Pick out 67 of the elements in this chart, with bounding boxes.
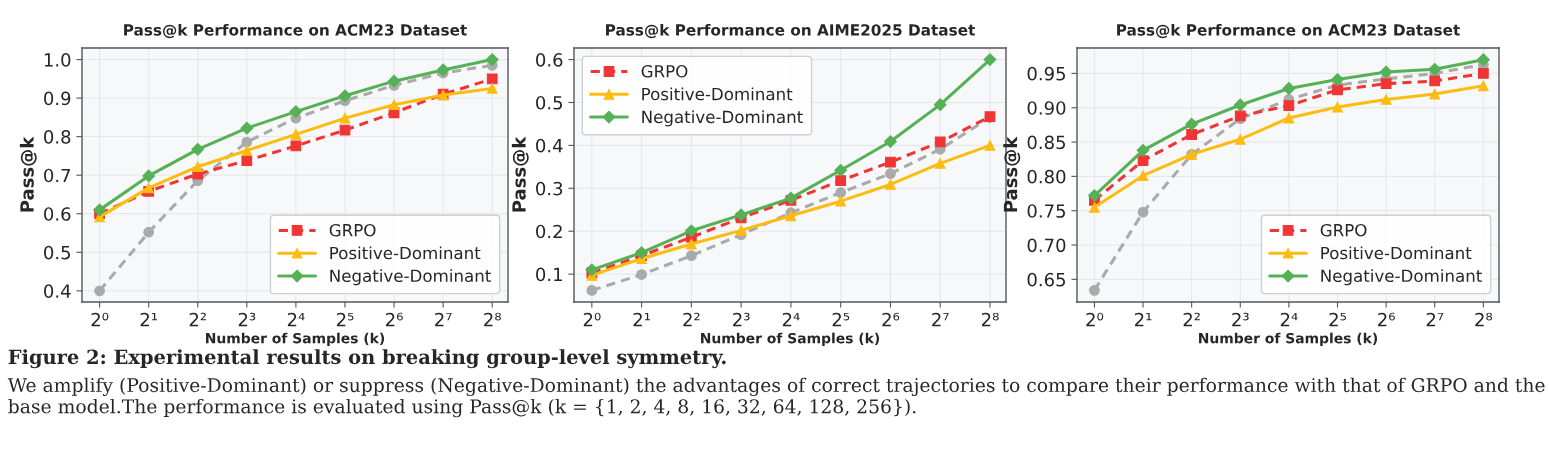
chart-title: Pass@k Performance on ACM23 Dataset: [1117, 23, 1460, 39]
legend-label: GRPO: [329, 223, 376, 237]
x-tick-label: 2⁰: [583, 312, 601, 327]
x-tick-label: 2⁸: [981, 312, 999, 327]
y-tick-label: 0.65: [1027, 272, 1066, 287]
x-tick-label: 2¹: [140, 312, 158, 327]
x-tick-label: 2⁵: [1329, 312, 1346, 327]
y-tick-label: 0.6: [536, 53, 563, 67]
x-tick-label: 2³: [238, 312, 256, 327]
legend-label: Negative-Dominant: [642, 110, 803, 127]
x-tick-label: 2⁴: [1280, 312, 1298, 327]
legend-label: Positive-Dominant: [1321, 246, 1472, 260]
y-tick-label: 0.9: [44, 91, 71, 106]
y-tick-label: 0.90: [1027, 101, 1066, 115]
y-tick-label: 0.8: [44, 130, 71, 144]
legend-label: GRPO: [1320, 223, 1367, 237]
legend-label: Positive-Dominant: [642, 87, 793, 101]
x-tick-label: 2⁷: [1426, 312, 1444, 327]
x-tick-label: 2⁵: [832, 312, 850, 327]
y-tick-label: 0.7: [44, 168, 71, 183]
x-axis-title: Number of Samples (k): [206, 332, 385, 347]
x-tick-label: 2⁸: [1475, 312, 1493, 327]
x-tick-label: 2²: [683, 312, 700, 327]
legend-label: Positive-Dominant: [330, 246, 481, 260]
x-tick-label: 2⁸: [484, 312, 501, 327]
y-tick-label: 0.95: [1027, 66, 1066, 81]
y-axis-title: Pass@k: [19, 136, 37, 212]
y-tick-label: 0.4: [536, 138, 563, 153]
x-tick-label: 2³: [1232, 312, 1249, 327]
y-tick-label: 0.3: [536, 181, 563, 196]
x-tick-label: 2¹: [1135, 312, 1152, 327]
x-axis-title: Number of Samples (k): [1199, 332, 1378, 347]
x-tick-label: 2⁴: [782, 312, 800, 327]
y-tick-label: 0.5: [44, 245, 71, 260]
y-tick-label: 0.1: [536, 267, 562, 282]
y-tick-label: 0.75: [1027, 204, 1066, 218]
chart-title: Pass@k Performance on ACM23 Dataset: [124, 23, 467, 39]
y-axis-title: Pass@k: [511, 136, 529, 212]
x-tick-label: 2⁴: [287, 312, 305, 327]
x-tick-label: 2⁶: [882, 312, 900, 327]
y-tick-label: 0.5: [536, 95, 563, 110]
x-tick-label: 2²: [1183, 312, 1200, 327]
x-tick-label: 2⁵: [336, 312, 354, 327]
legend-label: Negative-Dominant: [1321, 269, 1482, 286]
caption: Figure 2: Experimental results on breaking group-level symmetry.: [8, 349, 726, 369]
x-tick-label: 2⁷: [435, 312, 452, 327]
y-tick-label: 0.6: [44, 207, 71, 221]
y-tick-label: 0.80: [1027, 169, 1066, 184]
x-tick-label: 2⁰: [91, 312, 109, 327]
x-axis-title: Number of Samples (k): [701, 332, 880, 347]
legend-label: Negative-Dominant: [330, 269, 491, 286]
y-axis-title: Pass@k: [1003, 136, 1021, 212]
x-tick-label: 2⁰: [1086, 312, 1104, 327]
y-tick-label: 0.2: [536, 224, 562, 239]
y-tick-label: 0.70: [1027, 238, 1066, 253]
x-tick-label: 2³: [733, 312, 750, 327]
legend-label: GRPO: [641, 64, 688, 78]
x-tick-label: 2⁶: [386, 312, 403, 327]
x-tick-label: 2⁶: [1378, 312, 1395, 327]
y-tick-label: 1.0: [44, 53, 71, 67]
y-tick-label: 0.4: [44, 284, 71, 298]
x-tick-label: 2¹: [633, 312, 650, 327]
x-tick-label: 2²: [189, 312, 206, 327]
text: We amplify (Positive-Dominant) or suppress (Negative-Dominant) the advantages of correct trajectories to compare their performance with that of GRPO and the base model.The performance is evaluated using Pass@k (k = {1, 2, 4, 8, 16, 32, 64, 128, 256}).: [7, 377, 1545, 418]
x-tick-label: 2⁷: [932, 312, 949, 327]
y-tick-label: 0.85: [1027, 135, 1066, 150]
chart-title: Pass@k Performance on AIME2025 Dataset: [606, 23, 975, 39]
